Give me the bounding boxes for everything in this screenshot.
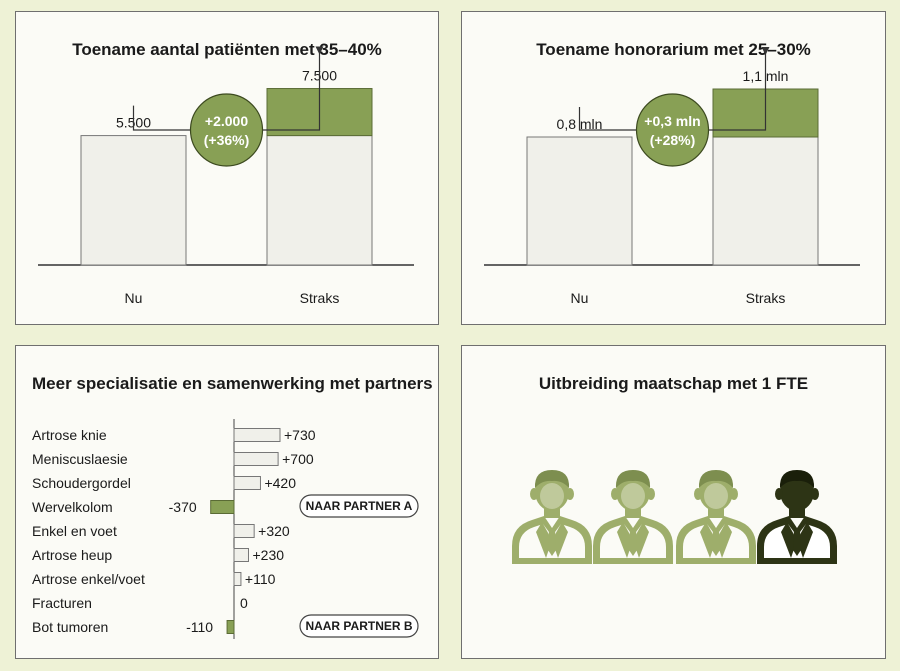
specialisation-chart-panel: Meer specialisatie en samenwerking met p… bbox=[15, 345, 439, 659]
spec-bar bbox=[233, 452, 279, 466]
patients-change-value: +2.000 bbox=[205, 113, 248, 129]
spec-bar bbox=[233, 548, 249, 562]
spec-bar bbox=[226, 620, 235, 634]
patients-chart-panel: Toename aantal patiënten met 35–40% 5.50… bbox=[15, 11, 439, 325]
spec-category-label: Meniscuslaesie bbox=[32, 451, 128, 467]
spec-category-label: Bot tumoren bbox=[32, 619, 108, 635]
spec-category-label: Artrose knie bbox=[32, 427, 107, 443]
spec-value-label: +700 bbox=[282, 451, 314, 467]
fte-icons bbox=[512, 470, 837, 564]
partner-badge-label: NAAR PARTNER A bbox=[306, 499, 413, 513]
spec-value-label: +320 bbox=[258, 523, 290, 539]
spec-value-label: +730 bbox=[284, 427, 316, 443]
spec-value-label: -110 bbox=[186, 619, 213, 635]
spec-bar bbox=[210, 500, 235, 514]
spec-bar bbox=[233, 476, 261, 490]
spec-category-label: Wervelkolom bbox=[32, 499, 113, 515]
fee-change-value: +0,3 mln bbox=[644, 113, 700, 129]
fee-chart-title: Toename honorarium met 25–30% bbox=[536, 40, 811, 59]
spec-value-label: -370 bbox=[169, 499, 197, 515]
specialisation-chart-title: Meer specialisatie en samenwerking met p… bbox=[32, 374, 433, 393]
fee-change-percent: (+28%) bbox=[650, 132, 696, 148]
person-icon bbox=[757, 470, 837, 564]
person-icon bbox=[512, 470, 592, 564]
fee-arrow-head bbox=[761, 47, 770, 55]
patients-change-circle bbox=[189, 93, 264, 167]
person-icon bbox=[676, 470, 756, 564]
spec-value-label: +420 bbox=[264, 475, 296, 491]
spec-value-label: 0 bbox=[240, 595, 248, 611]
spec-bar bbox=[233, 428, 281, 442]
fee-bar-nu bbox=[526, 136, 633, 266]
spec-category-label: Schoudergordel bbox=[32, 475, 131, 491]
patients-chart-title: Toename aantal patiënten met 35–40% bbox=[72, 40, 382, 59]
spec-value-label: +230 bbox=[252, 547, 284, 563]
person-icon bbox=[593, 470, 673, 564]
partner-badge-label: NAAR PARTNER B bbox=[305, 619, 412, 633]
fee-category-label: Straks bbox=[746, 290, 786, 306]
partner-badge bbox=[299, 614, 419, 638]
spec-bar bbox=[233, 524, 255, 538]
fee-chart-panel: Toename honorarium met 25–30% 0,8 mln Nu 1… bbox=[461, 11, 886, 325]
spec-category-label: Artrose enkel/voet bbox=[32, 571, 145, 587]
fee-change-circle bbox=[635, 93, 710, 167]
patients-bar-nu bbox=[80, 135, 187, 266]
spec-bar bbox=[233, 572, 242, 586]
patients-category-label: Straks bbox=[300, 290, 340, 306]
spec-value-label: +110 bbox=[245, 571, 276, 587]
patients-bar-straks-base bbox=[266, 135, 373, 266]
spec-category-label: Artrose heup bbox=[32, 547, 112, 563]
patients-category-label: Nu bbox=[125, 290, 143, 306]
patients-change-percent: (+36%) bbox=[204, 132, 250, 148]
patients-arrow-head bbox=[315, 46, 324, 55]
spec-category-label: Fracturen bbox=[32, 595, 92, 611]
spec-category-label: Enkel en voet bbox=[32, 523, 117, 539]
fte-panel-title: Uitbreiding maatschap met 1 FTE bbox=[538, 374, 809, 393]
specialisation-chart: Artrose knie +730 Meniscuslaesie +700 Schoud… bbox=[32, 419, 419, 639]
partner-badge bbox=[299, 494, 419, 518]
fee-bar-straks-base bbox=[712, 136, 819, 266]
fee-category-label: Nu bbox=[571, 290, 589, 306]
fte-panel: Uitbreiding maatschap met 1 FTE bbox=[461, 345, 886, 659]
